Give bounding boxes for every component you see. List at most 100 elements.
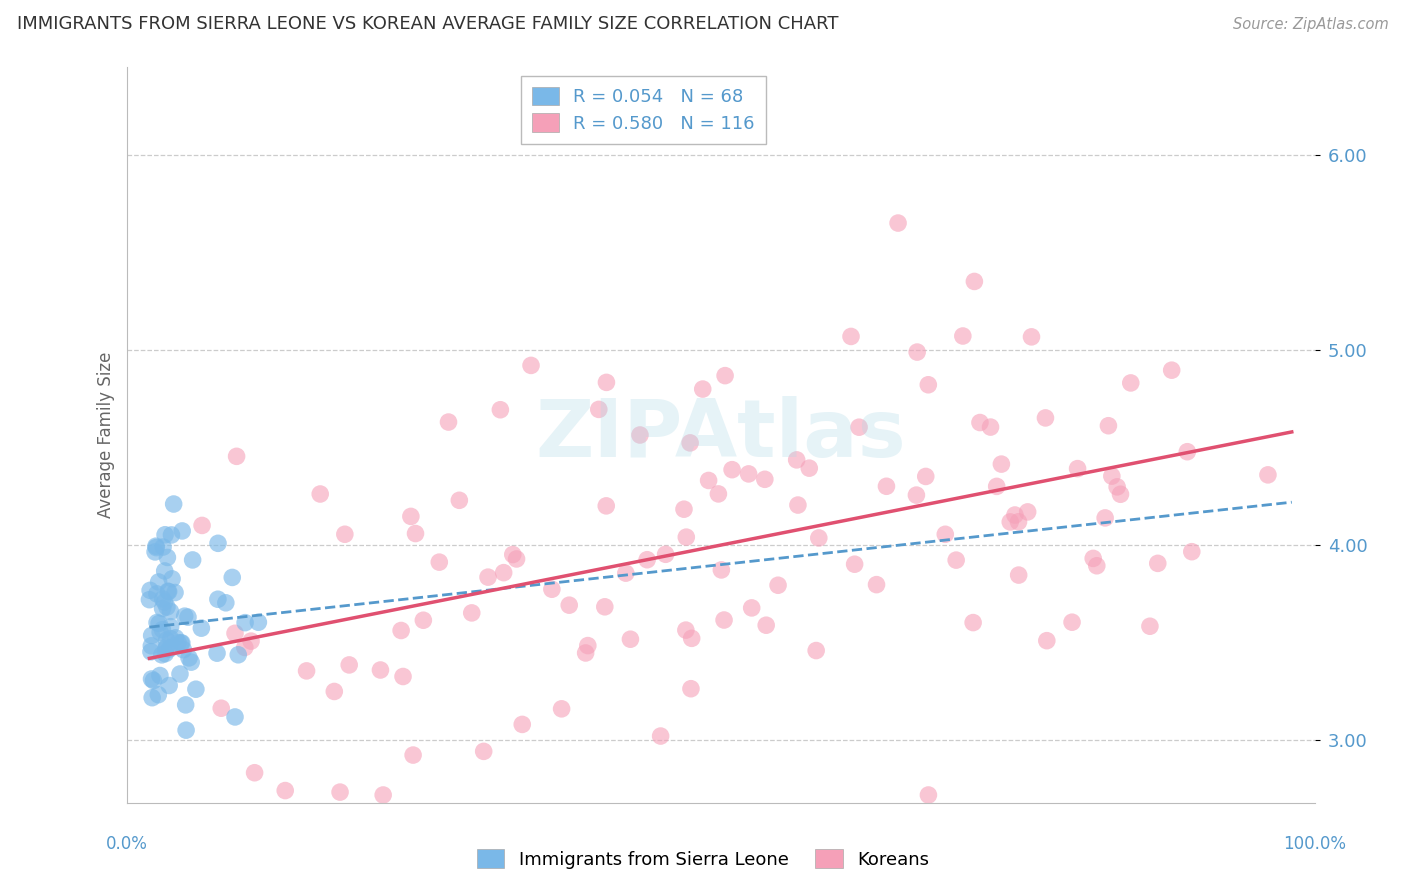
Point xyxy=(247,615,270,630)
Point xyxy=(681,632,703,646)
Point xyxy=(990,457,1012,471)
Point xyxy=(804,643,827,657)
Point xyxy=(159,620,181,634)
Point xyxy=(148,616,170,631)
Point xyxy=(721,463,744,477)
Point xyxy=(309,487,332,501)
Point xyxy=(174,723,197,738)
Point xyxy=(207,536,229,550)
Point xyxy=(152,540,174,554)
Point xyxy=(1036,633,1059,648)
Point xyxy=(427,555,450,569)
Point xyxy=(392,669,415,683)
Point xyxy=(177,651,200,665)
Point xyxy=(157,584,180,599)
Point xyxy=(160,572,183,586)
Point xyxy=(934,527,956,541)
Point xyxy=(839,329,862,343)
Point xyxy=(576,639,599,653)
Point xyxy=(172,642,194,657)
Point xyxy=(148,688,170,702)
Point xyxy=(170,636,193,650)
Point xyxy=(675,623,697,637)
Point xyxy=(679,681,702,696)
Point xyxy=(472,744,495,758)
Point xyxy=(156,550,179,565)
Point xyxy=(240,634,263,648)
Point xyxy=(169,667,191,681)
Point xyxy=(177,610,200,624)
Point xyxy=(225,450,247,464)
Point xyxy=(1004,508,1026,522)
Point xyxy=(1094,511,1116,525)
Point xyxy=(145,541,167,555)
Point xyxy=(152,601,174,615)
Point xyxy=(173,609,195,624)
Point xyxy=(766,578,789,592)
Point xyxy=(550,702,572,716)
Text: 0.0%: 0.0% xyxy=(105,835,148,853)
Point xyxy=(389,624,412,638)
Point xyxy=(337,657,360,672)
Point xyxy=(654,547,676,561)
Point xyxy=(1066,461,1088,475)
Point xyxy=(449,493,471,508)
Point xyxy=(155,641,177,656)
Point xyxy=(714,368,737,383)
Point xyxy=(741,601,763,615)
Point xyxy=(799,461,821,475)
Point xyxy=(492,566,515,580)
Point xyxy=(713,613,735,627)
Point xyxy=(141,639,163,653)
Point xyxy=(274,783,297,797)
Point xyxy=(588,402,610,417)
Point xyxy=(1017,505,1039,519)
Point xyxy=(980,420,1002,434)
Point xyxy=(165,631,187,645)
Point xyxy=(952,329,974,343)
Point xyxy=(143,545,166,559)
Point xyxy=(412,613,434,627)
Point xyxy=(141,690,163,705)
Point xyxy=(489,402,512,417)
Point xyxy=(679,436,702,450)
Text: ZIPAtlas: ZIPAtlas xyxy=(536,396,905,474)
Point xyxy=(692,382,714,396)
Point xyxy=(1119,376,1142,390)
Point xyxy=(1160,363,1182,377)
Point xyxy=(737,467,759,481)
Point xyxy=(1109,487,1132,501)
Point xyxy=(295,664,318,678)
Point xyxy=(243,765,266,780)
Point xyxy=(172,524,194,538)
Point xyxy=(887,216,910,230)
Point xyxy=(224,710,246,724)
Point xyxy=(138,592,160,607)
Point xyxy=(520,359,543,373)
Point xyxy=(139,583,162,598)
Text: Source: ZipAtlas.com: Source: ZipAtlas.com xyxy=(1233,18,1389,32)
Point xyxy=(1257,467,1279,482)
Point xyxy=(152,623,174,637)
Point xyxy=(1107,480,1129,494)
Point xyxy=(190,621,212,635)
Point xyxy=(373,788,395,802)
Point xyxy=(399,509,422,524)
Point xyxy=(170,636,193,650)
Point xyxy=(962,615,984,630)
Point xyxy=(139,645,162,659)
Point xyxy=(510,717,533,731)
Point xyxy=(163,585,186,599)
Point xyxy=(155,640,177,654)
Point xyxy=(150,648,173,662)
Point xyxy=(502,548,524,562)
Point xyxy=(207,592,229,607)
Point xyxy=(153,564,176,578)
Point xyxy=(333,527,356,541)
Point xyxy=(224,626,246,640)
Point xyxy=(675,530,697,544)
Point xyxy=(787,498,810,512)
Point xyxy=(209,701,232,715)
Point xyxy=(329,785,352,799)
Point xyxy=(1139,619,1161,633)
